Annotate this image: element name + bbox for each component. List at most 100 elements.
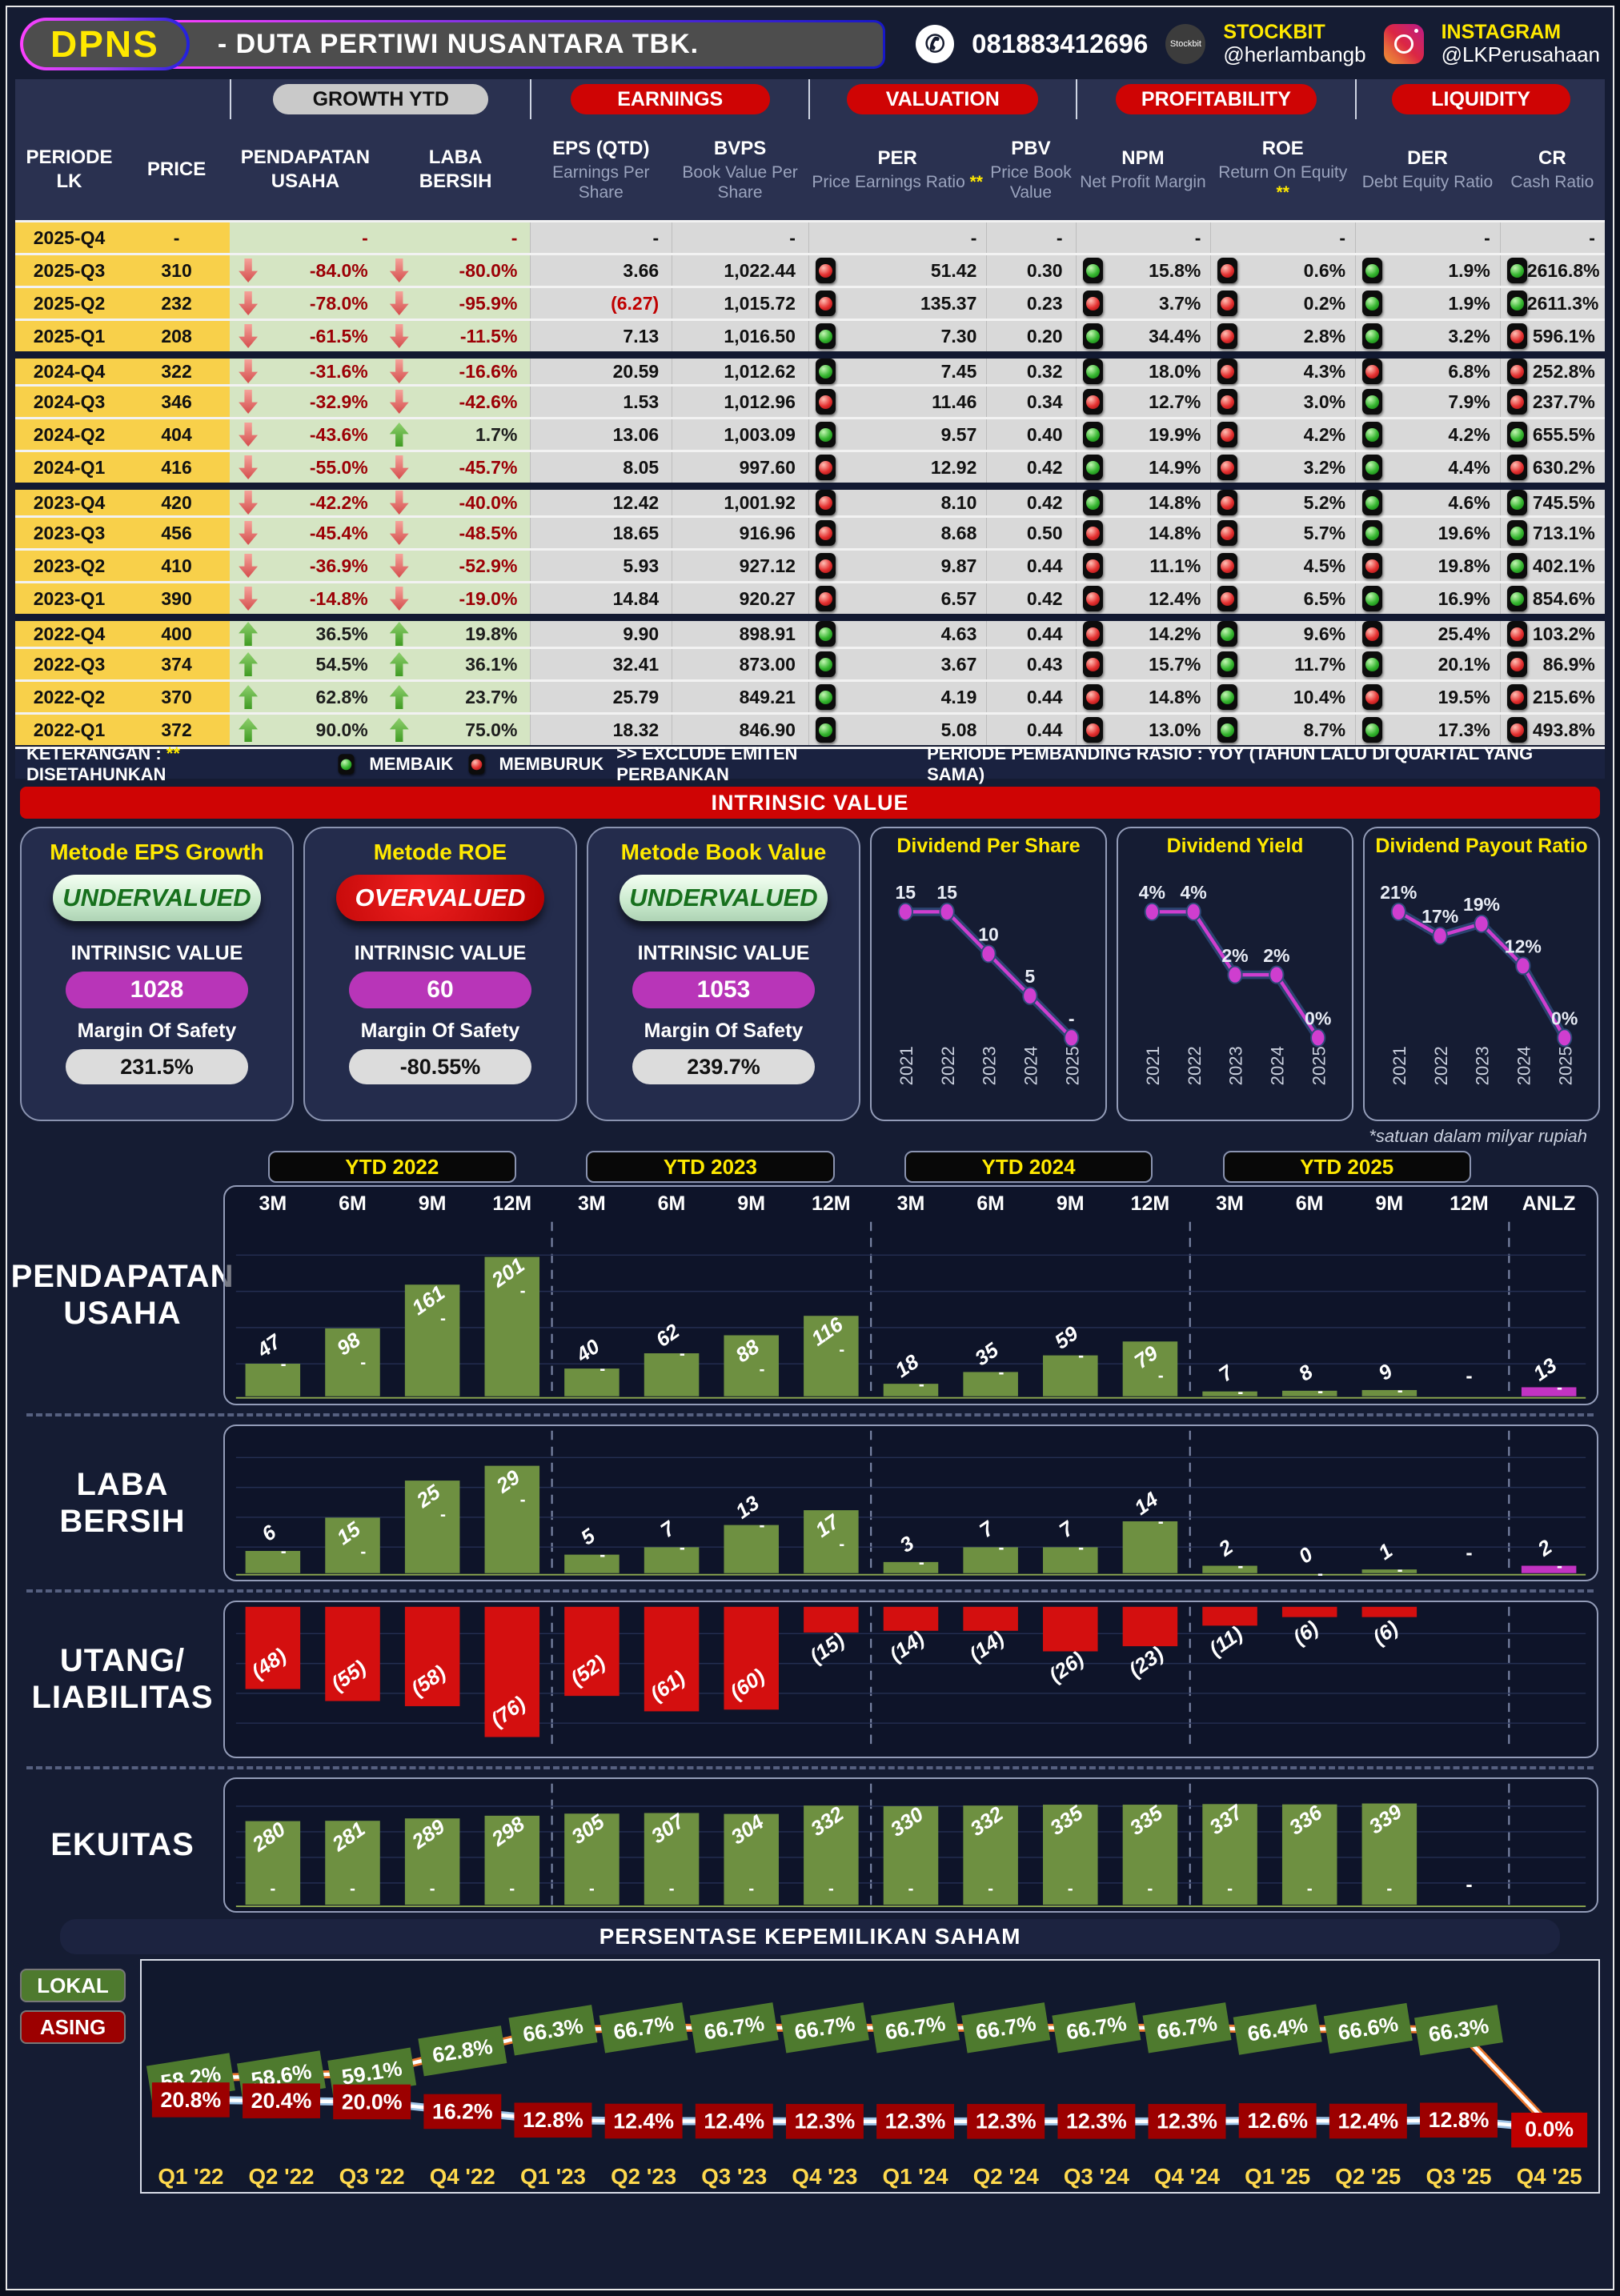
- intrinsic-value-label: INTRINSIC VALUE: [637, 942, 810, 964]
- svg-text:-: -: [520, 1491, 526, 1509]
- cell-der: 7.9%: [1355, 387, 1500, 417]
- column-main-label: CR: [1538, 147, 1566, 170]
- cell-growth-laba: -42.6%: [380, 387, 531, 417]
- ratio-value: 6.8%: [1448, 360, 1490, 382]
- lamp-red-icon: [1082, 621, 1103, 647]
- svg-text:2025: 2025: [1309, 1046, 1329, 1085]
- svg-text:15: 15: [896, 882, 916, 903]
- cell-growth-laba: 36.1%: [380, 649, 531, 679]
- svg-text:-: -: [509, 1879, 515, 1897]
- lamp-bulb: [818, 723, 832, 737]
- svg-text:20.8%: 20.8%: [161, 2088, 222, 2112]
- svg-text:1: 1: [1374, 1539, 1397, 1564]
- cell-roe: 10.4%: [1210, 682, 1356, 712]
- svg-text:12.4%: 12.4%: [613, 2110, 674, 2134]
- stockbit-contact[interactable]: STOCKBIT @herlambangb: [1223, 21, 1365, 66]
- lamp-bulb: [1085, 427, 1100, 442]
- ratio-value: 8.68: [940, 522, 977, 543]
- cell-per: 12.92: [808, 452, 987, 483]
- cell-cr: 237.7%: [1499, 387, 1605, 417]
- memburuk-label: MEMBURUK: [499, 753, 604, 774]
- lamp-bulb: [1510, 296, 1524, 311]
- ratio-value: 5.7%: [1303, 522, 1346, 543]
- lamp-bulb: [1085, 495, 1100, 510]
- lamp-bulb: [1221, 329, 1235, 343]
- up-arrow-icon: [389, 622, 409, 646]
- cell-npm: 34.4%: [1075, 321, 1211, 351]
- ratio-value: 14.8%: [1149, 522, 1201, 543]
- ratio-value: 4.2%: [1303, 423, 1346, 445]
- down-arrow-icon: [389, 258, 409, 282]
- svg-text:10: 10: [978, 924, 999, 945]
- lamp-green-icon: [1082, 455, 1103, 480]
- period-label: 6M: [976, 1192, 1004, 1215]
- growth-value: -80.0%: [459, 259, 518, 281]
- column-header: BVPS Book Value Per Share: [672, 119, 808, 220]
- cell-npm: 14.2%: [1075, 621, 1211, 647]
- ratio-value: 11.1%: [1149, 555, 1201, 576]
- fin-chart-panel: 280-281-289-298-305-307-304-332-330-332-…: [223, 1777, 1598, 1913]
- cell-der: 4.4%: [1355, 452, 1500, 483]
- cell-pbv: 0.40: [986, 419, 1076, 450]
- company-bar: - DUTA PERTIWI NUSANTARA TBK.: [158, 19, 886, 69]
- lamp-bulb: [1085, 627, 1100, 641]
- svg-text:12.6%: 12.6%: [1247, 2109, 1308, 2133]
- instagram-contact[interactable]: INSTAGRAM @LKPerusahaan: [1442, 21, 1600, 66]
- lamp-red-icon: [1082, 651, 1103, 677]
- cell-growth-pendapatan: 36.5%: [230, 621, 381, 647]
- cell-bvps: 1,022.44: [672, 255, 808, 286]
- cell-bvps: -: [672, 222, 808, 253]
- ratio-value: 14.8%: [1149, 686, 1201, 707]
- svg-text:-: -: [669, 1879, 675, 1897]
- lamp-bulb: [818, 460, 832, 475]
- ratio-value: 713.1%: [1532, 522, 1595, 543]
- lamp-green-icon: [1217, 621, 1238, 647]
- cell-bvps: 927.12: [672, 551, 808, 581]
- svg-text:-: -: [440, 1310, 446, 1328]
- cell-bvps: 898.91: [672, 621, 808, 647]
- table-subheader: PERIODE LK PRICE PENDAPATAN USAHA LABA BERS…: [15, 119, 1605, 220]
- group-pill: VALUATION: [847, 84, 1039, 114]
- svg-text:2025: 2025: [1062, 1046, 1082, 1085]
- phone-number[interactable]: 081883412696: [972, 29, 1149, 58]
- svg-text:2023: 2023: [1473, 1046, 1493, 1085]
- contacts: ✆ 081883412696 Stockbit STOCKBIT @herlam…: [916, 21, 1600, 66]
- dividend-chart-title: Dividend Payout Ratio: [1375, 835, 1588, 857]
- ratio-value: 3.2%: [1303, 456, 1346, 478]
- ratio-value: 8.7%: [1303, 719, 1346, 740]
- fin-rows-host: PENDAPATAN USAHA 3M 6M 9M 12M 3M 6M 9M 12M 3M 6M 9M 1…: [11, 1185, 1598, 1913]
- lamp-bulb: [1085, 460, 1100, 475]
- ratio-value: 135.37: [920, 292, 977, 314]
- svg-text:16.2%: 16.2%: [432, 2100, 493, 2124]
- lamp-bulb: [1221, 723, 1235, 737]
- svg-text:-: -: [350, 1879, 355, 1897]
- lamp-bulb: [1365, 329, 1380, 343]
- legend-asing: ASING: [20, 2010, 126, 2045]
- fin-chart-svg: 6-15-25-29-5-7-13- 17- 3-7-7-14-2- 0-1-- 2-: [235, 1430, 1586, 1577]
- cell-period: 2025-Q2: [15, 288, 124, 319]
- ratio-value: 745.5%: [1532, 491, 1595, 513]
- lamp-green-icon: [1506, 291, 1527, 316]
- header: DPNS - DUTA PERTIWI NUSANTARA TBK. ✆ 081…: [12, 10, 1608, 78]
- column-sub-label: Net Profit Margin: [1080, 173, 1206, 192]
- group-header-valuation: VALUATION: [808, 79, 1076, 119]
- svg-text:-: -: [839, 1535, 844, 1553]
- cell-growth-pendapatan: -78.0%: [230, 288, 381, 319]
- lamp-red-icon: [1082, 520, 1103, 546]
- cell-growth-pendapatan: -84.0%: [230, 255, 381, 286]
- ratio-value: -: [970, 226, 977, 248]
- cell-der: 19.6%: [1355, 518, 1500, 548]
- cell-eps: 5.93: [530, 551, 672, 581]
- lamp-red-icon: [1082, 389, 1103, 415]
- table-row: 2024-Q2 404 -43.6% 1.7% 13.06 1,003.09 9.57 0.4…: [15, 417, 1605, 450]
- period-label: 6M: [339, 1192, 367, 1215]
- ratio-value: 9.57: [940, 423, 977, 445]
- growth-value: 23.7%: [465, 686, 518, 707]
- ratio-value: 2.8%: [1303, 325, 1346, 347]
- cell-growth-laba: -95.9%: [380, 288, 531, 319]
- cell-price: 370: [123, 682, 231, 712]
- fin-row-label: LABA BERSIH: [22, 1424, 223, 1582]
- cell-bvps: 1,012.62: [672, 359, 808, 384]
- dividend-chart-title: Dividend Per Share: [896, 835, 1081, 857]
- svg-text:-: -: [1317, 1382, 1323, 1400]
